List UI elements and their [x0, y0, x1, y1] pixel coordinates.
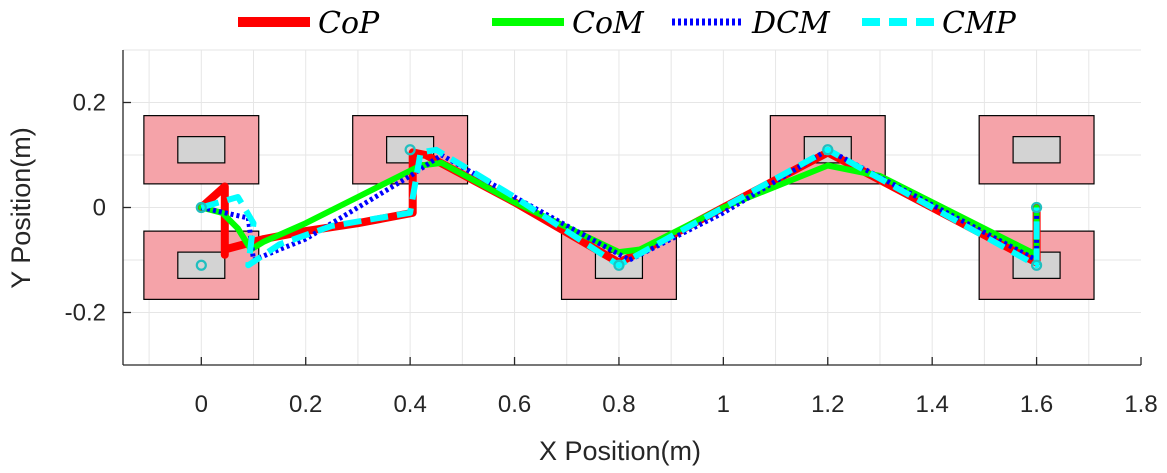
x-tick-label: 1.6 [1020, 391, 1053, 418]
y-axis-label: Y Position(m) [6, 127, 36, 289]
y-tick-label: 0 [93, 195, 106, 222]
x-tick-label: 0.6 [498, 391, 531, 418]
x-tick-label: 1 [717, 391, 730, 418]
x-tick-label: 0.4 [393, 391, 426, 418]
footstep-markers [195, 144, 1043, 271]
grid [123, 49, 1141, 366]
foot-outline [1012, 136, 1061, 164]
y-tick-label: -0.2 [65, 300, 106, 327]
x-tick-label: 0 [195, 391, 208, 418]
legend-label-com: CoM [572, 6, 645, 41]
foot-outline [177, 136, 226, 164]
legend-label-cmp: CMP [942, 6, 1017, 41]
x-tick-label: 0.2 [289, 391, 322, 418]
footstep-marker [822, 144, 834, 156]
x-tick-label: 1.4 [915, 391, 948, 418]
legend: CoP CoM DCM CMP [238, 6, 1017, 41]
footstep-marker [195, 259, 207, 271]
tick-labels: 0 0.2 0.4 0.6 0.8 1 1.2 1.4 1.6 1.8 0.2 0 -0.2 [65, 90, 1158, 419]
axes [122, 50, 1142, 366]
y-tick-label: 0.2 [73, 90, 106, 117]
series-line-com [198, 159, 1040, 258]
x-tick-label: 0.8 [602, 391, 635, 418]
footstep-marker [613, 259, 625, 271]
series-line-cmp [200, 146, 1040, 269]
footstep-marker [1030, 259, 1043, 271]
x-tick-label: 1.2 [811, 391, 844, 418]
legend-label-dcm: DCM [751, 6, 831, 41]
x-tick-label: 1.8 [1124, 391, 1157, 418]
foot-outline [177, 251, 226, 279]
footstep-marker [404, 144, 416, 156]
x-axis-label: X Position(m) [539, 436, 701, 466]
legend-label-cop: CoP [318, 6, 380, 41]
footstep-marker [1030, 201, 1043, 214]
footstep-marker [195, 201, 207, 214]
